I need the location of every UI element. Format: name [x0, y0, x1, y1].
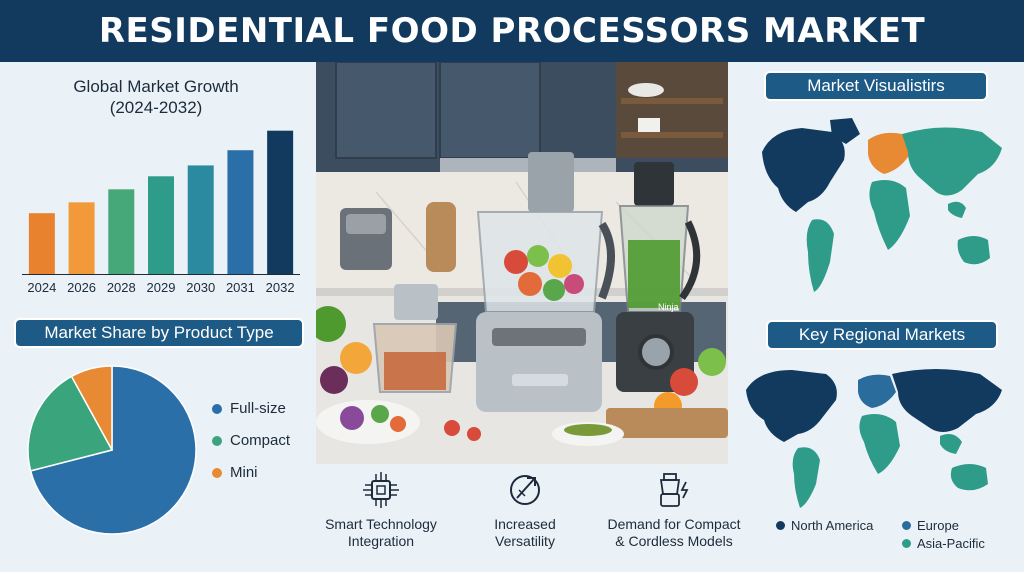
growth-chart-title: Global Market Growth (2024-2032) — [20, 76, 292, 118]
legend-item-mini: Mini — [212, 464, 258, 481]
x-tick-label: 2032 — [266, 280, 295, 295]
legend-swatch — [212, 467, 222, 478]
map2-title: Key Regional Markets — [798, 325, 966, 344]
cordless-processor-icon — [659, 473, 689, 507]
region-swatch — [902, 539, 911, 548]
growth-chart-title-line2: (2024-2032) — [109, 98, 203, 117]
ninja-label: Ninja — [658, 302, 679, 312]
legend-swatch — [212, 435, 222, 446]
pie-slice-compact — [27, 375, 114, 472]
growth-chart-title-line1: Global Market Growth — [73, 77, 239, 96]
map1-title: Market Visualistirs — [807, 76, 945, 95]
region-legend-item: North America — [776, 518, 873, 533]
bar-2024 — [28, 213, 55, 274]
bar-2030 — [187, 165, 214, 274]
bar-2029 — [148, 176, 174, 274]
region-label: North America — [791, 518, 874, 533]
region-swatch — [902, 521, 911, 530]
legend-item-compact: Compact — [212, 432, 290, 449]
bar-2031 — [227, 150, 254, 274]
map2-title-pill: Key Regional Markets — [766, 320, 998, 350]
bar-2032 — [267, 130, 294, 274]
feature-compact: Demand for Compact & Cordless Models — [590, 470, 758, 550]
pie-slice-mini — [70, 365, 113, 451]
region-swatch — [776, 521, 785, 530]
map1-title-pill: Market Visualistirs — [764, 71, 988, 101]
legend-label: Compact — [230, 432, 291, 449]
x-tick-label: 2030 — [186, 280, 215, 295]
world-map-1 — [762, 118, 1002, 292]
x-tick-label: 2024 — [27, 280, 56, 295]
header-bar: RESIDENTIAL FOOD PROCESSORS MARKET — [0, 0, 1024, 62]
legend-swatch — [212, 403, 222, 414]
bar-2026 — [68, 202, 95, 274]
share-chart-title: Market Share by Product Type — [44, 323, 274, 342]
legend-item-full-size: Full-size — [212, 400, 286, 417]
kitchen-illustration: Ninja — [316, 62, 728, 464]
feature-versatility-label: Increased Versatility — [494, 516, 556, 549]
chip-icon — [363, 472, 399, 508]
growth-bar-chart: 2024 2026 2028 2029 2030 2031 2032 — [22, 130, 300, 295]
page-title: RESIDENTIAL FOOD PROCESSORS MARKET — [98, 11, 926, 51]
world-map-2 — [746, 369, 1002, 508]
region-label: Europe — [917, 518, 959, 533]
region-legend-item: Asia-Pacific — [902, 536, 985, 551]
expand-arrows-icon — [510, 475, 540, 505]
x-tick-label: 2031 — [226, 280, 255, 295]
x-tick-label: 2028 — [107, 280, 136, 295]
region-legend-item: Europe — [902, 518, 959, 533]
pie-slice-full-size — [29, 365, 197, 535]
product-photo: Ninja — [316, 62, 728, 464]
legend-label: Mini — [230, 464, 258, 481]
legend-label: Full-size — [230, 400, 286, 417]
x-tick-label: 2029 — [147, 280, 176, 295]
feature-smart-tech: Smart Technology Integration — [316, 470, 446, 550]
region-label: Asia-Pacific — [917, 536, 985, 551]
feature-smart-tech-label: Smart Technology Integration — [325, 516, 437, 549]
share-pie-chart — [27, 365, 197, 535]
feature-compact-label: Demand for Compact & Cordless Models — [607, 516, 741, 549]
share-chart-title-pill: Market Share by Product Type — [14, 318, 304, 348]
x-tick-label: 2026 — [67, 280, 96, 295]
bar-2028 — [108, 189, 135, 274]
feature-versatility: Increased Versatility — [470, 470, 580, 550]
